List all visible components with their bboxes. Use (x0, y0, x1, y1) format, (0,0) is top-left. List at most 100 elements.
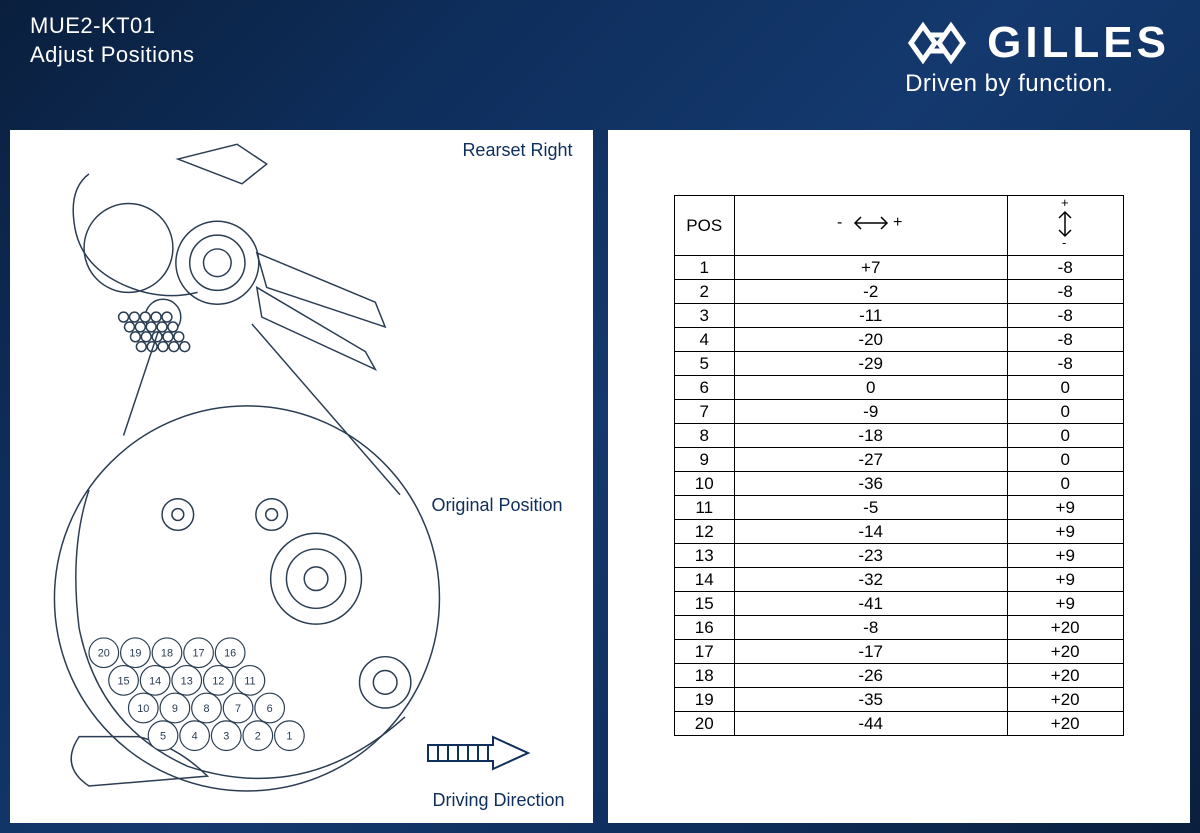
col-horizontal: - + (734, 196, 1007, 256)
svg-text:3: 3 (223, 731, 229, 743)
cell-pos: 15 (674, 592, 734, 616)
cell-horizontal: -5 (734, 496, 1007, 520)
label-rearset-right: Rearset Right (462, 140, 572, 161)
cell-pos: 20 (674, 712, 734, 736)
cell-pos: 19 (674, 688, 734, 712)
cell-horizontal: -26 (734, 664, 1007, 688)
cell-vertical: +9 (1007, 592, 1123, 616)
table-panel: POS - + (608, 130, 1191, 823)
cell-horizontal: -23 (734, 544, 1007, 568)
svg-text:20: 20 (98, 648, 110, 660)
svg-text:6: 6 (267, 703, 273, 715)
cell-horizontal: -41 (734, 592, 1007, 616)
cell-pos: 16 (674, 616, 734, 640)
diagram-panel: 2019181716151413121110987654321 Rearset … (10, 130, 593, 823)
table-row: 16-8+20 (674, 616, 1123, 640)
cell-vertical: -8 (1007, 352, 1123, 376)
brand-tagline: Driven by function. (905, 70, 1170, 98)
table-row: 17-17+20 (674, 640, 1123, 664)
table-row: 13-23+9 (674, 544, 1123, 568)
cell-pos: 9 (674, 448, 734, 472)
driving-direction-arrow-icon (423, 733, 533, 773)
cell-pos: 11 (674, 496, 734, 520)
svg-text:-: - (837, 214, 842, 231)
cell-horizontal: -14 (734, 520, 1007, 544)
cell-vertical: +20 (1007, 688, 1123, 712)
cell-horizontal: -2 (734, 280, 1007, 304)
label-driving-direction: Driving Direction (432, 790, 564, 811)
brand-name: GILLES (987, 18, 1170, 68)
table-row: 3-11-8 (674, 304, 1123, 328)
col-vertical: + - (1007, 196, 1123, 256)
table-row: 5-29-8 (674, 352, 1123, 376)
svg-text:13: 13 (181, 675, 193, 687)
cell-vertical: -8 (1007, 256, 1123, 280)
table-row: 8-180 (674, 424, 1123, 448)
cell-vertical: +20 (1007, 712, 1123, 736)
svg-text:2: 2 (255, 731, 261, 743)
cell-vertical: -8 (1007, 280, 1123, 304)
cell-pos: 17 (674, 640, 734, 664)
cell-vertical: -8 (1007, 304, 1123, 328)
svg-text:14: 14 (149, 675, 161, 687)
cell-pos: 14 (674, 568, 734, 592)
table-row: 20-44+20 (674, 712, 1123, 736)
cell-horizontal: -9 (734, 400, 1007, 424)
svg-text:+: + (1061, 198, 1069, 210)
svg-text:1: 1 (286, 731, 292, 743)
cell-pos: 5 (674, 352, 734, 376)
cell-vertical: 0 (1007, 472, 1123, 496)
table-row: 4-20-8 (674, 328, 1123, 352)
table-row: 2-2-8 (674, 280, 1123, 304)
brand-block: GILLES Driven by function. (905, 18, 1170, 98)
svg-text:5: 5 (160, 731, 166, 743)
cell-horizontal: -36 (734, 472, 1007, 496)
svg-text:19: 19 (129, 648, 141, 660)
cell-horizontal: -8 (734, 616, 1007, 640)
cell-vertical: +9 (1007, 496, 1123, 520)
cell-vertical: 0 (1007, 448, 1123, 472)
label-original-position: Original Position (431, 495, 562, 516)
svg-text:18: 18 (161, 648, 173, 660)
svg-text:17: 17 (193, 648, 205, 660)
svg-text:4: 4 (192, 731, 198, 743)
svg-text:15: 15 (117, 675, 129, 687)
table-row: 9-270 (674, 448, 1123, 472)
cell-horizontal: -17 (734, 640, 1007, 664)
cell-pos: 7 (674, 400, 734, 424)
cell-horizontal: 0 (734, 376, 1007, 400)
cell-vertical: +20 (1007, 616, 1123, 640)
cell-pos: 6 (674, 376, 734, 400)
table-row: 10-360 (674, 472, 1123, 496)
cell-horizontal: -11 (734, 304, 1007, 328)
brand-logo-icon (905, 18, 969, 68)
table-row: 1+7-8 (674, 256, 1123, 280)
cell-vertical: 0 (1007, 424, 1123, 448)
svg-text:-: - (1062, 235, 1066, 248)
svg-text:10: 10 (137, 703, 149, 715)
cell-vertical: +9 (1007, 544, 1123, 568)
cell-vertical: 0 (1007, 400, 1123, 424)
cell-pos: 12 (674, 520, 734, 544)
svg-text:16: 16 (224, 648, 236, 660)
table-row: 15-41+9 (674, 592, 1123, 616)
cell-pos: 2 (674, 280, 734, 304)
cell-horizontal: -32 (734, 568, 1007, 592)
cell-vertical: +9 (1007, 568, 1123, 592)
svg-text:9: 9 (172, 703, 178, 715)
horizontal-axis-icon: - + (831, 212, 911, 234)
cell-horizontal: -44 (734, 712, 1007, 736)
col-pos: POS (674, 196, 734, 256)
cell-horizontal: -35 (734, 688, 1007, 712)
cell-horizontal: -18 (734, 424, 1007, 448)
cell-pos: 4 (674, 328, 734, 352)
svg-text:8: 8 (203, 703, 209, 715)
cell-vertical: +9 (1007, 520, 1123, 544)
cell-pos: 1 (674, 256, 734, 280)
table-row: 7-90 (674, 400, 1123, 424)
cell-pos: 18 (674, 664, 734, 688)
table-row: 11-5+9 (674, 496, 1123, 520)
cell-horizontal: -20 (734, 328, 1007, 352)
cell-vertical: +20 (1007, 640, 1123, 664)
cell-vertical: -8 (1007, 328, 1123, 352)
